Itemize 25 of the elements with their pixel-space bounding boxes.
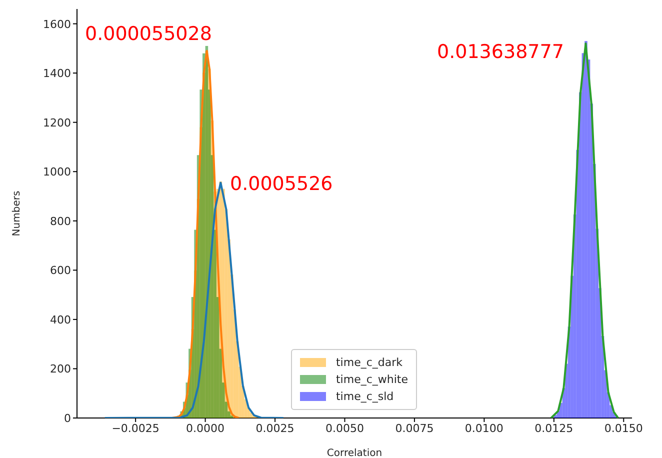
- x-tick-label: 0.0025: [256, 422, 294, 435]
- legend-label: time_c_dark: [336, 355, 403, 371]
- y-tick-label: 1200: [43, 116, 71, 130]
- annotation: 0.013638777: [437, 41, 564, 63]
- x-tick-label: 0.0075: [395, 422, 434, 435]
- y-tick-label: 800: [50, 214, 71, 228]
- x-tick-label: 0.0125: [534, 422, 574, 435]
- y-tick-label: 1400: [43, 67, 71, 80]
- y-tick-label: 1000: [43, 166, 71, 179]
- legend-label: time_c_white: [336, 372, 408, 388]
- x-tick-label: 0.0100: [464, 422, 504, 435]
- y-tick-label: 1600: [43, 18, 71, 31]
- x-tick-label: 0.0000: [186, 422, 225, 435]
- y-axis-title: Numbers: [12, 190, 23, 236]
- y-tick-label: 600: [50, 264, 71, 278]
- x-axis-title: Correlation: [326, 448, 382, 458]
- legend-label: time_c_sld: [336, 389, 394, 405]
- y-tick-label: 200: [50, 362, 71, 376]
- annotation: 0.000055028: [85, 23, 212, 45]
- x-tick-label: 0.0150: [604, 422, 643, 435]
- annotation: 0.0005526: [230, 173, 333, 195]
- x-tick-label: 0.0050: [325, 422, 364, 435]
- y-tick-label: 0: [64, 412, 71, 425]
- x-tick-label: −0.0025: [112, 422, 160, 435]
- y-tick-label: 400: [50, 313, 71, 326]
